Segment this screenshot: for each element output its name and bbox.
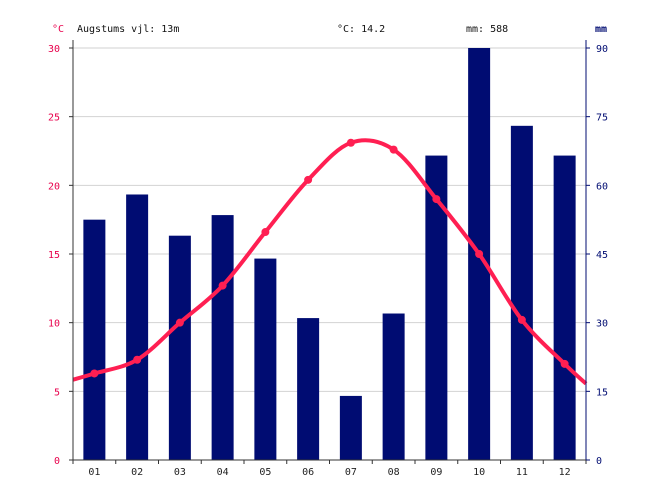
altitude-label: Augstums vjl: 13m	[77, 24, 179, 35]
x-tick-label-06: 06	[302, 467, 314, 478]
temp-point-08	[389, 145, 398, 154]
temp-point-05	[261, 228, 270, 237]
x-tick-label-08: 08	[388, 467, 400, 478]
temp-point-11	[517, 315, 526, 324]
x-axis-tick-labels: 01 02 03 04 05 06 07 08 09 10 11 12	[88, 467, 570, 478]
precip-bar-12	[553, 155, 576, 461]
left-tick-label-30: 30	[48, 44, 60, 55]
x-tick-label-12: 12	[559, 467, 571, 478]
left-tick-label-0: 0	[54, 456, 60, 467]
precipitation-bars	[83, 48, 576, 461]
left-tick-label-25: 25	[48, 113, 60, 124]
x-tick-label-01: 01	[88, 467, 100, 478]
precip-bar-03	[168, 235, 191, 460]
precip-bar-06	[297, 318, 320, 460]
x-tick-label-09: 09	[430, 467, 442, 478]
temp-point-04	[218, 281, 227, 290]
temp-point-10	[475, 250, 484, 258]
temp-point-01	[90, 369, 99, 378]
temp-point-09	[432, 195, 441, 204]
x-tick-label-07: 07	[345, 467, 357, 478]
right-tick-label-0: 0	[596, 456, 602, 467]
x-tick-label-11: 11	[516, 467, 528, 478]
left-tick-label-5: 5	[54, 387, 60, 398]
x-tick-label-02: 02	[131, 467, 143, 478]
precip-total-label: mm: 588	[466, 24, 508, 35]
axes	[69, 40, 590, 464]
right-tick-label-90: 90	[596, 44, 608, 55]
right-tick-label-15: 15	[596, 387, 608, 398]
precip-bar-01	[83, 219, 106, 460]
x-tick-label-10: 10	[473, 467, 485, 478]
temp-point-02	[133, 355, 142, 364]
precip-bar-02	[126, 194, 149, 460]
right-unit-label: mm	[595, 24, 607, 35]
temp-point-06	[304, 175, 313, 184]
temp-point-03	[175, 318, 184, 327]
precip-bar-09	[425, 155, 448, 461]
left-axis-tick-labels: 0 5 10 15 20 25 30	[48, 44, 60, 467]
grid-lines	[73, 47, 586, 392]
right-tick-label-45: 45	[596, 250, 608, 261]
avg-temp-label: °C: 14.2	[337, 24, 385, 35]
precip-bar-05	[254, 258, 277, 460]
right-tick-label-30: 30	[596, 319, 608, 330]
right-tick-label-60: 60	[596, 181, 608, 192]
precip-bar-08	[382, 313, 405, 460]
precip-bar-11	[510, 125, 533, 461]
temperature-curve	[72, 138, 588, 386]
x-tick-label-05: 05	[259, 467, 271, 478]
left-unit-label: °C	[52, 24, 64, 35]
left-tick-label-20: 20	[48, 181, 60, 192]
precip-bar-04	[211, 215, 234, 460]
temperature-line	[72, 138, 588, 386]
precip-bar-07	[339, 395, 362, 460]
x-tick-label-04: 04	[217, 467, 229, 478]
temp-point-12	[560, 359, 569, 368]
left-tick-label-10: 10	[48, 319, 60, 330]
right-tick-label-75: 75	[596, 113, 608, 124]
right-axis-tick-labels: 0 15 30 45 60 75 90	[596, 44, 608, 467]
temp-point-07	[346, 138, 355, 147]
left-tick-label-15: 15	[48, 250, 60, 261]
x-tick-label-03: 03	[174, 467, 186, 478]
